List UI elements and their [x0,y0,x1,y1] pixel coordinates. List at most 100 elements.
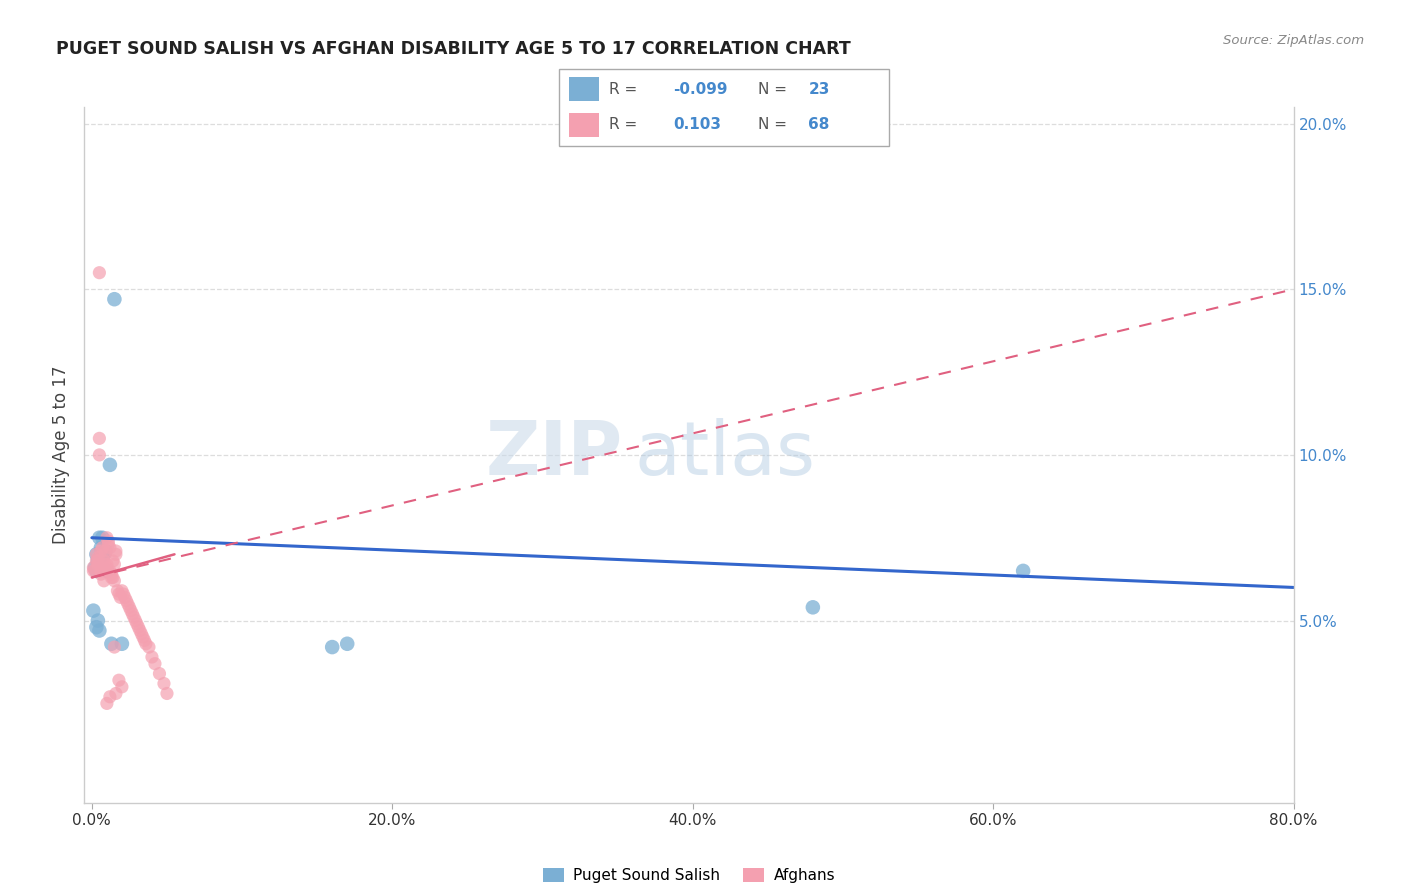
Point [125,616,148,631]
Point [93,574,115,588]
Point [90,567,112,582]
Text: 68: 68 [808,117,830,132]
Point [90,564,112,578]
Point [93,558,115,572]
Point [122,610,145,624]
Point [86,620,108,634]
Point [104,544,127,558]
Point [90,541,112,555]
Point [111,637,134,651]
Point [100,570,122,584]
Text: PUGET SOUND SALISH VS AFGHAN DISABILITY AGE 5 TO 17 CORRELATION CHART: PUGET SOUND SALISH VS AFGHAN DISABILITY … [56,40,851,58]
Point [127,620,149,634]
Point [101,554,124,568]
Point [134,633,156,648]
Point [96,697,118,711]
Point [101,570,124,584]
Text: R =: R = [609,82,637,97]
Point [114,591,136,605]
Point [103,574,125,588]
Text: 23: 23 [808,82,830,97]
Point [82,564,104,578]
Point [87,558,110,572]
Point [96,560,118,574]
Point [141,650,163,665]
Point [156,686,179,700]
Bar [569,112,599,136]
Point [118,600,141,615]
Point [89,448,111,462]
Text: R =: R = [609,117,637,132]
Point [98,564,121,578]
Text: ZIP: ZIP [485,418,623,491]
Text: atlas: atlas [634,418,815,491]
Point [93,554,115,568]
Point [121,607,143,621]
Point [129,624,152,638]
Point [89,266,111,280]
Point [103,292,125,306]
Point [115,593,138,607]
Point [87,554,110,568]
Point [100,567,122,582]
Point [98,690,121,704]
Point [94,544,117,558]
Point [86,564,108,578]
Point [93,547,115,561]
Point [111,680,134,694]
Bar [569,78,599,102]
Point [89,531,111,545]
Point [148,666,170,681]
Point [97,537,120,551]
Point [91,531,114,545]
Point [96,531,118,545]
Text: -0.099: -0.099 [673,82,728,97]
Point [91,560,114,574]
Text: N =: N = [758,82,787,97]
Point [94,544,117,558]
Point [132,630,155,644]
Point [336,637,359,651]
Point [103,640,125,654]
Point [110,591,132,605]
Point [111,583,134,598]
Point [96,564,118,578]
Point [86,554,108,568]
Point [1012,564,1035,578]
Point [91,550,114,565]
Point [87,554,110,568]
Point [143,657,166,671]
Legend: Puget Sound Salish, Afghans: Puget Sound Salish, Afghans [537,862,841,889]
Point [82,604,104,618]
Point [321,640,343,654]
Point [117,597,139,611]
Point [120,604,142,618]
Point [82,560,104,574]
Point [86,547,108,561]
Text: N =: N = [758,117,787,132]
Point [87,550,110,565]
Point [100,637,122,651]
Point [107,583,129,598]
Text: 0.103: 0.103 [673,117,721,132]
Point [90,544,112,558]
Point [96,558,118,572]
Text: Source: ZipAtlas.com: Source: ZipAtlas.com [1223,34,1364,47]
FancyBboxPatch shape [558,69,890,145]
Point [153,676,176,690]
Point [83,564,105,578]
Point [104,547,127,561]
Point [86,547,108,561]
Point [138,640,160,654]
Point [98,458,121,472]
Point [98,541,121,555]
Point [124,614,146,628]
Point [89,624,111,638]
Point [91,541,114,555]
Point [97,534,120,549]
Point [131,627,153,641]
Point [108,587,131,601]
Point [801,600,824,615]
Point [89,431,111,445]
Point [94,547,117,561]
